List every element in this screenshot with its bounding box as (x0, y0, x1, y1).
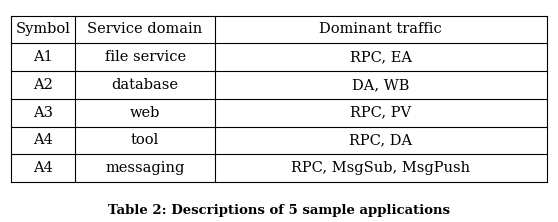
Text: DA, WB: DA, WB (352, 78, 410, 92)
Text: Service domain: Service domain (88, 22, 203, 36)
Text: RPC, DA: RPC, DA (349, 133, 412, 147)
Text: A4: A4 (33, 133, 53, 147)
Text: Dominant traffic: Dominant traffic (319, 22, 442, 36)
Text: A4: A4 (33, 161, 53, 175)
Text: Symbol: Symbol (16, 22, 71, 36)
Text: A1: A1 (33, 50, 53, 64)
Text: file service: file service (104, 50, 186, 64)
Text: web: web (130, 106, 160, 120)
Text: RPC, PV: RPC, PV (350, 106, 411, 120)
Text: Table 2: Descriptions of 5 sample applications: Table 2: Descriptions of 5 sample applic… (108, 204, 450, 217)
Text: A3: A3 (33, 106, 54, 120)
Text: RPC, EA: RPC, EA (350, 50, 412, 64)
Text: database: database (112, 78, 179, 92)
Text: tool: tool (131, 133, 159, 147)
Text: RPC, MsgSub, MsgPush: RPC, MsgSub, MsgPush (291, 161, 470, 175)
Text: A2: A2 (33, 78, 53, 92)
Text: messaging: messaging (105, 161, 185, 175)
